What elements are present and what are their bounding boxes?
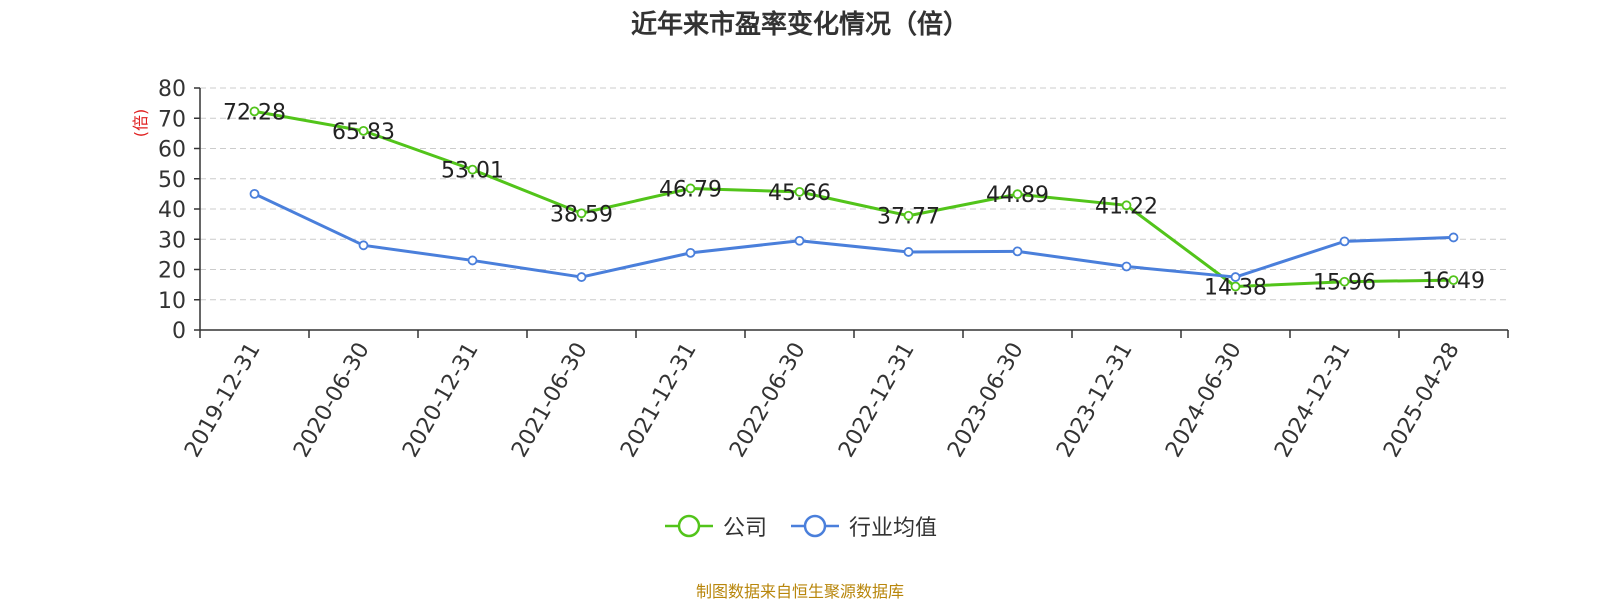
data-label: 37.77 bbox=[877, 205, 940, 230]
y-tick-label: 70 bbox=[158, 107, 186, 132]
data-point bbox=[1230, 281, 1241, 292]
x-tick-label: 2025-04-28 bbox=[1379, 339, 1465, 462]
data-label: 38.59 bbox=[550, 202, 613, 227]
x-tick-label: 2023-12-31 bbox=[1052, 339, 1138, 462]
y-tick-label: 30 bbox=[158, 228, 186, 253]
data-point bbox=[358, 125, 369, 136]
data-point bbox=[1230, 272, 1241, 282]
data-point bbox=[1121, 261, 1132, 272]
y-tick-label: 80 bbox=[158, 77, 186, 102]
x-tick-label: 2022-12-31 bbox=[834, 339, 920, 462]
data-label: 41.22 bbox=[1095, 194, 1158, 219]
series-lines bbox=[249, 106, 1459, 292]
data-point bbox=[467, 255, 478, 266]
x-tick-label: 2023-06-30 bbox=[943, 339, 1029, 462]
data-label: 14.38 bbox=[1204, 276, 1267, 301]
y-tick-label: 10 bbox=[158, 289, 186, 314]
x-tick-label: 2020-06-30 bbox=[289, 339, 375, 462]
y-tick-label: 0 bbox=[172, 319, 186, 344]
data-label: 44.89 bbox=[986, 183, 1049, 208]
x-tick-label: 2021-06-30 bbox=[507, 339, 593, 462]
y-axis-label: (倍) bbox=[131, 109, 150, 138]
legend-label: 行业均值 bbox=[849, 516, 938, 541]
data-point bbox=[1448, 232, 1459, 243]
x-tick-label: 2020-12-31 bbox=[398, 339, 484, 462]
data-label: 53.01 bbox=[441, 159, 504, 184]
data-point bbox=[794, 186, 805, 197]
chart-title: 近年来市盈率变化情况（倍） bbox=[630, 10, 969, 40]
data-point bbox=[1012, 246, 1023, 257]
data-label: 15.96 bbox=[1313, 271, 1376, 296]
grid-lines bbox=[200, 87, 1508, 301]
data-point bbox=[685, 247, 696, 258]
data-point bbox=[685, 183, 696, 194]
data-labels: 72.28 65.83 53.01 38.59 46.79 45.66 37.77 44.89… bbox=[223, 100, 1485, 300]
data-point bbox=[794, 235, 805, 246]
data-label: 46.79 bbox=[659, 177, 722, 202]
data-point bbox=[576, 208, 587, 219]
y-tick-label: 40 bbox=[158, 198, 186, 223]
legend-label: 公司 bbox=[722, 516, 767, 541]
x-tick-label: 2022-06-30 bbox=[725, 339, 811, 462]
source-note: 制图数据来自恒生聚源数据库 bbox=[695, 582, 904, 601]
data-point bbox=[903, 210, 914, 221]
data-point bbox=[1339, 236, 1350, 247]
data-point bbox=[358, 240, 369, 251]
data-point bbox=[1012, 189, 1023, 200]
data-point bbox=[249, 188, 260, 199]
legend-marker-icon bbox=[664, 514, 713, 538]
data-label: 45.66 bbox=[768, 181, 831, 206]
data-point bbox=[249, 106, 260, 117]
x-tick-label: 2024-06-30 bbox=[1161, 339, 1247, 462]
data-label: 65.83 bbox=[332, 120, 395, 145]
data-point bbox=[1121, 200, 1132, 211]
x-tick-label: 2021-12-31 bbox=[616, 339, 702, 462]
x-tick-label: 2019-12-31 bbox=[180, 339, 266, 462]
data-point bbox=[576, 272, 587, 282]
legend: 公司 行业均值 bbox=[0, 510, 1600, 542]
data-point bbox=[1339, 276, 1350, 287]
legend-item[interactable]: 行业均值 bbox=[789, 510, 937, 542]
series-line-0 bbox=[254, 109, 1454, 289]
data-point bbox=[467, 164, 478, 175]
legend-item[interactable]: 公司 bbox=[663, 510, 767, 542]
data-label: 16.49 bbox=[1422, 269, 1485, 294]
y-tick-label: 60 bbox=[158, 138, 186, 163]
data-point bbox=[903, 247, 914, 257]
legend-marker-icon bbox=[791, 514, 839, 538]
x-tick-label: 2024-12-31 bbox=[1270, 339, 1356, 462]
data-label: 72.28 bbox=[223, 100, 286, 125]
data-point bbox=[1448, 275, 1459, 286]
y-tick-label: 50 bbox=[158, 168, 186, 193]
series-line-1 bbox=[253, 192, 1454, 279]
y-tick-label: 20 bbox=[158, 259, 186, 284]
